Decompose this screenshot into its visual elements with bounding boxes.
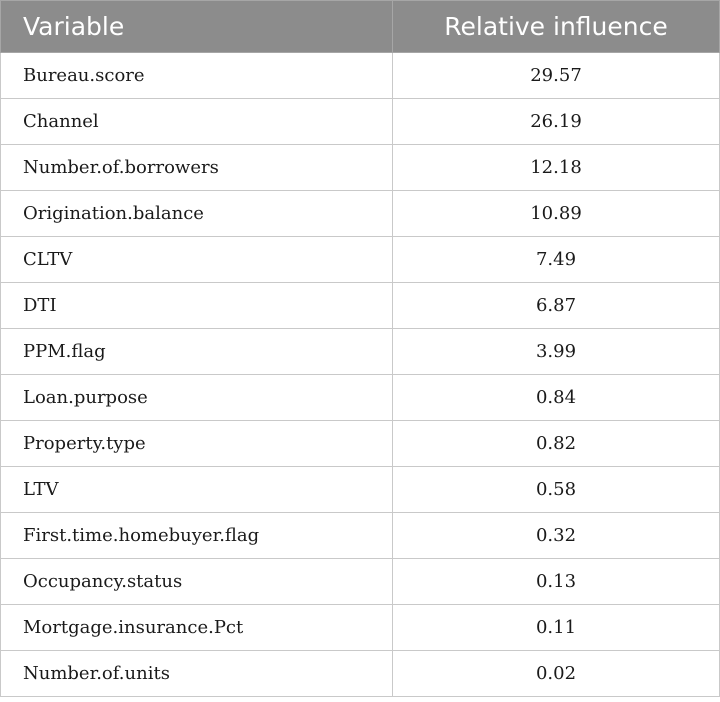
influence-cell: 12.18	[392, 144, 720, 191]
table-row: First.time.homebuyer.flag 0.32	[0, 512, 720, 559]
table-row: Channel 26.19	[0, 98, 720, 145]
influence-cell: 0.82	[392, 420, 720, 467]
table-body: Bureau.score 29.57 Channel 26.19 Number.…	[0, 52, 720, 697]
variable-cell: Number.of.units	[0, 650, 393, 697]
influence-cell: 0.13	[392, 558, 720, 605]
table-row: CLTV 7.49	[0, 236, 720, 283]
header-relative-influence: Relative influence	[392, 0, 720, 53]
influence-cell: 6.87	[392, 282, 720, 329]
table-header: Variable Relative influence	[0, 0, 720, 53]
table-row: Number.of.units 0.02	[0, 650, 720, 697]
table-row: Occupancy.status 0.13	[0, 558, 720, 605]
variable-cell: CLTV	[0, 236, 393, 283]
table-row: DTI 6.87	[0, 282, 720, 329]
variable-cell: PPM.flag	[0, 328, 393, 375]
variable-cell: Occupancy.status	[0, 558, 393, 605]
table-row: Mortgage.insurance.Pct 0.11	[0, 604, 720, 651]
influence-cell: 10.89	[392, 190, 720, 237]
influence-cell: 0.32	[392, 512, 720, 559]
variable-cell: Origination.balance	[0, 190, 393, 237]
header-row: Variable Relative influence	[0, 0, 720, 53]
variable-cell: Property.type	[0, 420, 393, 467]
influence-cell: 0.02	[392, 650, 720, 697]
variable-cell: Mortgage.insurance.Pct	[0, 604, 393, 651]
influence-cell: 26.19	[392, 98, 720, 145]
influence-cell: 29.57	[392, 52, 720, 99]
influence-cell: 3.99	[392, 328, 720, 375]
variable-cell: DTI	[0, 282, 393, 329]
header-variable: Variable	[0, 0, 393, 53]
table-row: Number.of.borrowers 12.18	[0, 144, 720, 191]
influence-cell: 0.58	[392, 466, 720, 513]
variable-cell: Bureau.score	[0, 52, 393, 99]
influence-cell: 0.11	[392, 604, 720, 651]
table-row: PPM.flag 3.99	[0, 328, 720, 375]
table-row: Bureau.score 29.57	[0, 52, 720, 99]
table-row: Property.type 0.82	[0, 420, 720, 467]
table-row: LTV 0.58	[0, 466, 720, 513]
variable-cell: Loan.purpose	[0, 374, 393, 421]
variable-cell: First.time.homebuyer.flag	[0, 512, 393, 559]
variable-cell: LTV	[0, 466, 393, 513]
influence-cell: 7.49	[392, 236, 720, 283]
variable-cell: Channel	[0, 98, 393, 145]
table-row: Origination.balance 10.89	[0, 190, 720, 237]
variable-cell: Number.of.borrowers	[0, 144, 393, 191]
table-row: Loan.purpose 0.84	[0, 374, 720, 421]
influence-cell: 0.84	[392, 374, 720, 421]
